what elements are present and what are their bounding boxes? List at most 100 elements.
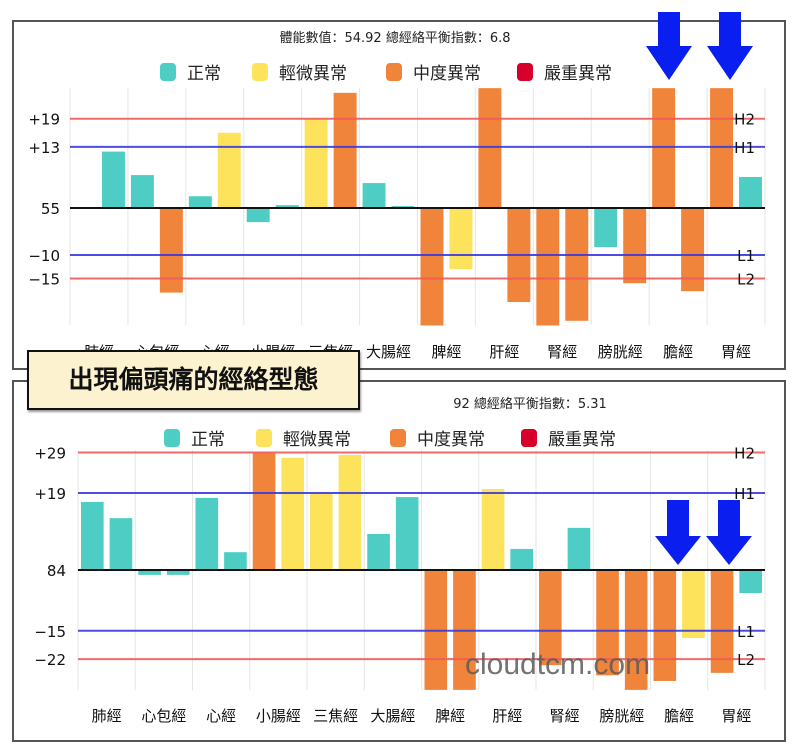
y-tick-label: +19	[28, 111, 60, 129]
bar	[449, 208, 473, 270]
x-tick-label: 心包經	[141, 707, 186, 725]
bar	[101, 151, 125, 208]
legend-swatch	[390, 429, 406, 447]
bar	[252, 452, 276, 570]
arrow-down-icon	[706, 500, 752, 565]
y-tick-label: −22	[34, 651, 66, 669]
watermark: cloudtcm.com	[465, 648, 651, 681]
bar	[681, 208, 705, 292]
bar	[653, 570, 677, 681]
y-tick-label: +13	[28, 139, 60, 157]
x-tick-label: 心經	[206, 707, 236, 725]
legend-label: 正常	[187, 64, 221, 84]
bar	[166, 570, 190, 575]
bar	[224, 552, 247, 570]
bar	[333, 92, 357, 208]
legend-label: 嚴重異常	[544, 64, 612, 84]
legend-swatch	[164, 429, 180, 447]
bar	[536, 208, 560, 326]
reference-line-label: H1	[734, 139, 755, 157]
y-tick-label: −15	[34, 623, 66, 641]
reference-line-label: H1	[734, 485, 755, 503]
legend-swatch	[252, 63, 268, 81]
bar	[539, 570, 562, 666]
reference-line-label: H2	[734, 111, 755, 129]
legend-swatch	[517, 63, 533, 81]
legend-label: 中度異常	[417, 430, 485, 450]
bar	[420, 208, 444, 326]
bar	[109, 518, 133, 570]
bar	[596, 570, 619, 676]
bar	[510, 548, 533, 570]
bar	[217, 132, 241, 208]
legend-swatch	[521, 429, 537, 447]
x-tick-label: 膀胱經	[598, 343, 643, 361]
bar	[195, 497, 219, 570]
y-tick-label: 84	[47, 562, 66, 580]
pattern-banner: 出現偏頭痛的經絡型態	[27, 350, 360, 410]
legend-label: 輕微異常	[279, 64, 347, 84]
bar	[395, 497, 419, 570]
bar	[481, 489, 505, 570]
bar	[338, 454, 362, 570]
x-tick-label: 肝經	[489, 343, 519, 361]
legend-swatch	[256, 429, 272, 447]
x-tick-label: 腎經	[547, 343, 577, 361]
chart-title: 體能數值：54.92 總經絡平衡指數：6.8	[279, 30, 510, 46]
y-tick-label: −15	[28, 271, 60, 289]
x-tick-label: 膽經	[663, 343, 693, 361]
bar	[567, 527, 591, 570]
bar	[362, 183, 386, 208]
bar	[281, 457, 304, 570]
bar	[304, 118, 328, 208]
bar	[275, 205, 299, 208]
bar	[159, 208, 183, 293]
y-tick-label: 55	[41, 200, 60, 218]
x-tick-label: 大腸經	[370, 707, 415, 725]
x-tick-label: 三焦經	[313, 707, 358, 725]
legend-label: 正常	[191, 430, 225, 450]
x-tick-label: 膽經	[664, 707, 694, 725]
x-tick-label: 大腸經	[366, 343, 411, 361]
bar	[246, 208, 270, 223]
y-tick-label: −10	[28, 247, 60, 265]
arrow-down-icon	[655, 500, 701, 565]
chart-title: 92 總經絡平衡指數：5.31	[453, 396, 607, 412]
x-tick-label: 脾經	[431, 343, 461, 361]
y-tick-label: +29	[34, 445, 66, 463]
arrow-down-icon	[646, 12, 692, 80]
x-tick-label: 胃經	[721, 343, 751, 361]
bar	[710, 570, 734, 673]
x-tick-label: 胃經	[721, 707, 751, 725]
reference-line-label: L2	[737, 651, 755, 669]
bar	[138, 570, 161, 575]
legend-label: 中度異常	[413, 64, 481, 84]
legend-label: 輕微異常	[283, 430, 351, 450]
x-tick-label: 膀胱經	[599, 707, 644, 725]
y-tick-label: +19	[34, 485, 66, 503]
bar	[594, 208, 618, 248]
x-tick-label: 腎經	[550, 707, 580, 725]
bar	[310, 493, 333, 570]
bar	[623, 208, 647, 284]
x-tick-label: 脾經	[435, 707, 465, 725]
legend-swatch	[386, 63, 402, 81]
bar	[367, 533, 390, 570]
bar	[130, 175, 154, 208]
x-tick-label: 肝經	[492, 707, 522, 725]
reference-line-label: H2	[734, 445, 755, 463]
bar	[81, 501, 104, 570]
bar	[739, 176, 762, 208]
x-tick-label: 肺經	[92, 707, 122, 725]
reference-line-label: L1	[737, 247, 755, 265]
x-tick-label: 小腸經	[256, 707, 301, 725]
bar	[739, 570, 762, 594]
reference-line-label: L2	[737, 271, 755, 289]
legend-swatch	[160, 63, 176, 81]
legend-label: 嚴重異常	[548, 430, 616, 450]
arrow-down-icon	[707, 12, 753, 80]
bar	[682, 570, 705, 639]
